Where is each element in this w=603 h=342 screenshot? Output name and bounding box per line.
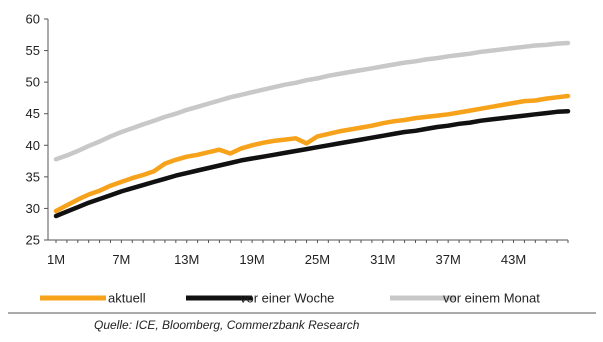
x-tick-label: 25M — [305, 252, 330, 267]
y-tick-label: 60 — [26, 12, 40, 27]
series-line-aktuell — [53, 93, 571, 214]
y-tick-label: 40 — [26, 138, 40, 153]
source-note: Quelle: ICE, Bloomberg, Commerzbank Rese… — [94, 318, 360, 332]
legend-label: vor einer Woche — [240, 291, 334, 306]
series-line-vor-einem-monat — [53, 40, 571, 162]
chart-legend: aktuell vor einer Woche vor einem Monat — [40, 291, 540, 306]
x-tick-label: 31M — [370, 252, 395, 267]
legend-label: vor einem Monat — [443, 291, 540, 306]
y-tick-label: 45 — [26, 106, 40, 121]
x-tick-label: 37M — [436, 252, 461, 267]
y-tick-label: 50 — [26, 75, 40, 90]
y-tick-label: 35 — [26, 169, 40, 184]
x-tick-label: 13M — [174, 252, 199, 267]
x-tick-label: 1M — [47, 252, 65, 267]
legend-label: aktuell — [108, 291, 146, 306]
y-tick-label: 55 — [26, 43, 40, 58]
series-line-vor-einer-woche — [53, 108, 571, 219]
y-tick-label: 30 — [26, 201, 40, 216]
x-tick-label: 43M — [501, 252, 526, 267]
y-tick-label: 25 — [26, 233, 40, 248]
x-tick-label: 7M — [112, 252, 130, 267]
chart-series — [53, 40, 571, 219]
chart-axes: 25 30 35 40 45 50 55 60 1M 7M 13M 19M 25M 31M 37M 43M — [26, 12, 569, 267]
x-tick-label: 19M — [239, 252, 264, 267]
